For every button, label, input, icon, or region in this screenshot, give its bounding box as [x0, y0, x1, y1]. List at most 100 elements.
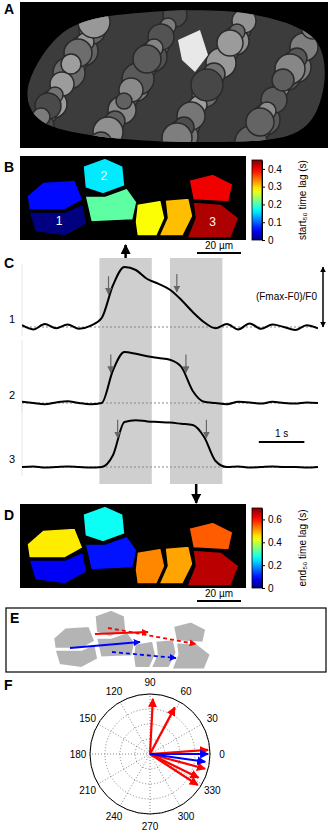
angle-grid — [150, 702, 180, 754]
half-time-marker — [108, 276, 109, 294]
colorbar-tick-label: 0.3 — [268, 181, 282, 192]
traces-panel: 1231 s(Fmax-F0)/F0 — [9, 245, 323, 503]
colorbar-tick-mark — [262, 222, 265, 223]
half-time-marker — [206, 420, 207, 438]
gray-cell — [151, 640, 176, 668]
colorbar-tick-mark — [262, 187, 265, 188]
cell — [189, 174, 233, 202]
cell-map-panel: 20 µm00.20.40.6end₅₀ time lag (s) — [20, 504, 308, 601]
colorbar — [252, 160, 262, 240]
propagation-arrow — [108, 628, 196, 644]
cell-map-panel: 12320 µm00.10.20.30.4start₅₀ time lag (s… — [20, 156, 308, 253]
trace — [22, 420, 318, 467]
figure: A 1 2 3 20 µm 0 0.1 0.2 0.3 0.4 start₅₀ time lag (… — [0, 0, 333, 835]
panel-letter: F — [4, 677, 13, 693]
gray-cell — [53, 626, 94, 648]
colorbar-tick: 0.3 — [262, 181, 282, 192]
cell-image — [304, 0, 333, 32]
cell-image — [116, 93, 132, 109]
cell — [85, 536, 137, 570]
angle-grid — [120, 754, 150, 806]
cell-image — [162, 123, 192, 153]
cell — [135, 548, 165, 584]
cell-label: 2 — [100, 169, 107, 183]
cell-image — [78, 6, 110, 38]
angle-tick-label: 330 — [204, 785, 221, 796]
colorbar-axis: 00.10.20.30.4 — [262, 161, 282, 246]
tissue — [27, 10, 324, 142]
cell-image — [22, 6, 38, 22]
cell — [83, 506, 125, 542]
colorbar-tick: 0.6 — [262, 514, 282, 525]
gray-cell — [172, 643, 210, 670]
colorbar-tick-mark — [262, 588, 265, 589]
panel-letter: B — [4, 159, 14, 175]
gray-cells — [53, 610, 210, 669]
scale-bar — [197, 600, 241, 602]
baseline-grid — [22, 327, 318, 328]
angle-tick-label: 180 — [70, 749, 87, 760]
direction-arrow — [150, 750, 208, 754]
cell — [135, 200, 165, 236]
angle-grid — [98, 754, 150, 784]
cell — [159, 546, 193, 584]
cell — [29, 552, 87, 584]
colorbar-tick-label: 0.4 — [268, 164, 282, 175]
colorbar-tick-label: 0.6 — [268, 514, 282, 525]
cell-image — [133, 45, 161, 73]
cell-label: 1 — [56, 214, 63, 228]
cell-image — [191, 69, 223, 101]
propagation-arrow — [95, 632, 148, 634]
cell-image — [21, 126, 43, 148]
colorbar-tick: 0.4 — [262, 537, 282, 548]
bright-spot — [178, 30, 208, 72]
trace-label: 3 — [9, 453, 15, 465]
colorbar-tick-mark — [262, 565, 265, 566]
scale-bar — [197, 252, 241, 254]
amplitude-scale-bar — [322, 267, 324, 327]
angle-tick-label: 150 — [79, 713, 96, 724]
direction-arrow — [150, 699, 153, 754]
colorbar-tick-label: 0.1 — [268, 217, 282, 228]
arrow-to-d — [195, 484, 198, 503]
angle-grid — [98, 724, 150, 754]
colorbar-tick-mark — [262, 240, 265, 241]
angle-grid — [90, 754, 150, 755]
cell-image — [217, 30, 243, 56]
direction-arrow — [150, 754, 205, 762]
angle-tick-label: 270 — [142, 821, 159, 832]
cell — [83, 158, 125, 194]
colorbar-axis-line — [262, 509, 263, 589]
colorbar-tick: 0.2 — [262, 560, 282, 571]
cell-image — [301, 15, 325, 39]
propagation-arrow — [112, 652, 176, 658]
colorbar-title: start₅₀ time lag (s) — [297, 160, 308, 240]
panel-letter: E — [10, 610, 19, 626]
cell-image — [272, 69, 294, 91]
propagation-arrow — [70, 642, 140, 648]
direction-arrow — [150, 707, 175, 754]
time-scale-bar — [259, 441, 305, 443]
panel-letter: A — [4, 1, 14, 17]
diagram-frame — [6, 608, 326, 672]
angle-tick-label: 90 — [144, 677, 156, 688]
polar-arrows — [150, 699, 208, 785]
amplitude-scale-label: (Fmax-F0)/F0 — [256, 291, 318, 302]
cell — [187, 202, 239, 238]
cell — [187, 550, 239, 586]
cell — [27, 180, 83, 210]
shaded-window — [170, 258, 222, 484]
cell — [27, 528, 83, 558]
half-time-marker — [176, 274, 177, 292]
colorbar-tick: 0.4 — [262, 164, 282, 175]
colorbar-tick-label: 0.2 — [268, 560, 282, 571]
angle-tick-label: 210 — [79, 785, 96, 796]
traces — [22, 267, 318, 468]
time-scale-label: 1 s — [275, 428, 288, 439]
scale-bar-label: 20 µm — [205, 588, 233, 599]
trace — [22, 267, 318, 330]
cell-image — [32, 108, 50, 126]
angle-tick-label: 0 — [219, 749, 225, 760]
colorbar-tick: 0 — [262, 235, 274, 246]
cell-image — [246, 108, 274, 136]
